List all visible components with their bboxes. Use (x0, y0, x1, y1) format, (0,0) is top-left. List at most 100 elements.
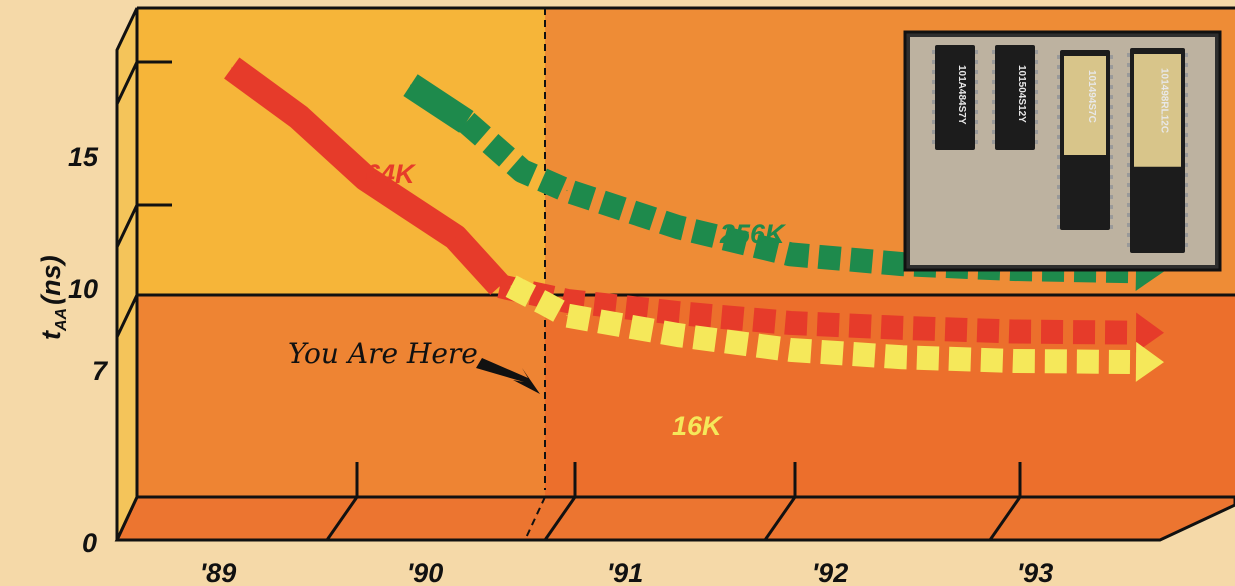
chip-pin (1057, 185, 1060, 189)
chip-label: 101498RL12C (1159, 68, 1170, 133)
chip-pin (932, 120, 935, 124)
chip-pin (1057, 195, 1060, 199)
chip-pin (975, 50, 978, 54)
chip-pin (932, 130, 935, 134)
chip-pin (1035, 60, 1038, 64)
series-point-16k (544, 302, 546, 304)
you-are-here-annotation: You Are Here (288, 337, 478, 370)
chip-gold-lid (1064, 56, 1106, 155)
chip-label: 101494S7C (1086, 70, 1097, 123)
series-point-16k (789, 349, 791, 351)
series-point-64k (901, 327, 903, 329)
chart-floor (114, 495, 1235, 542)
chip-pin (975, 140, 978, 144)
chip-pin (1127, 103, 1130, 107)
y-axis-label-subscript: AA (53, 308, 70, 332)
x-tick-label-93: '93 (1017, 558, 1053, 586)
series-point-64k (298, 116, 300, 118)
chip-pin (932, 90, 935, 94)
chip-pin (992, 100, 995, 104)
chip-pin (1035, 80, 1038, 84)
chip-pin (932, 100, 935, 104)
chip-pin (1110, 55, 1113, 59)
y-tick-bracket (115, 60, 172, 105)
chip-pin (932, 50, 935, 54)
chip-pin (1127, 213, 1130, 217)
chip-pin (992, 90, 995, 94)
you-are-here-floor-divider (524, 496, 546, 541)
chip-pin (975, 110, 978, 114)
y-tick-bracket (115, 293, 172, 338)
chip-pin (992, 50, 995, 54)
chip-pin (1185, 73, 1188, 77)
chip-pin (1127, 93, 1130, 97)
floor-partition-depth (763, 496, 797, 541)
chip-pin (1127, 243, 1130, 247)
chip-pin (1110, 205, 1113, 209)
series-point-64k (1013, 331, 1015, 333)
chip-pin (1110, 175, 1113, 179)
chip-pin (992, 110, 995, 114)
chip-pin (1057, 115, 1060, 119)
chip-pin (1035, 130, 1038, 134)
series-point-64k (454, 236, 456, 238)
chip-pin (1035, 50, 1038, 54)
x-tick-label-90: '90 (407, 558, 443, 586)
floor-partition-depth (325, 496, 359, 541)
chip-pin (1127, 233, 1130, 237)
series-point-256k (410, 84, 412, 86)
chip-pin (1185, 113, 1188, 117)
chip-pin (1127, 183, 1130, 187)
chip-pin (992, 60, 995, 64)
series-point-64k (789, 322, 791, 324)
series-point-16k (566, 315, 568, 317)
chip-pin (932, 140, 935, 144)
chip-pin (932, 70, 935, 74)
chip-pin (1185, 173, 1188, 177)
chip-pin (1057, 135, 1060, 139)
chip-pin (975, 70, 978, 74)
chip-pin (1110, 195, 1113, 199)
chip-gold-lid (1134, 54, 1181, 167)
chip-pin (1110, 125, 1113, 129)
series-point-256k (678, 226, 680, 228)
y-tick-label-0: 0 (82, 528, 97, 558)
chip-pin (1057, 165, 1060, 169)
chip-pin (1185, 63, 1188, 67)
chip-pin (1110, 225, 1113, 229)
chip-pin (1185, 53, 1188, 57)
chip-pin (1057, 75, 1060, 79)
chip-pin (1057, 205, 1060, 209)
series-arrowhead-64k (1135, 312, 1164, 353)
series-arrowhead-16k (1135, 341, 1164, 382)
series-point-64k (231, 67, 233, 69)
chip-pin (992, 80, 995, 84)
chip-pin (1127, 143, 1130, 147)
chip-pin (1185, 93, 1188, 97)
series-point-64k (365, 177, 367, 179)
series-point-64k (566, 300, 568, 302)
chip-pin (1035, 110, 1038, 114)
series-point-256k (465, 121, 467, 123)
y-axis-label-main: t (36, 330, 66, 340)
floor-partition-depth (543, 496, 577, 541)
chip-pin (1057, 85, 1060, 89)
chip-pin (932, 60, 935, 64)
series-label-256k: 256K (719, 219, 787, 249)
series-point-16k (1013, 360, 1015, 362)
chip-pin (975, 120, 978, 124)
chip-pin (1057, 225, 1060, 229)
chip-pin (1127, 153, 1130, 157)
chip-pin (1110, 165, 1113, 169)
chip-pin (992, 70, 995, 74)
chip-pin (1110, 215, 1113, 219)
chip-pin (975, 90, 978, 94)
y-axis-label-text: tAA (ns) (36, 255, 70, 340)
chip-pin (1035, 140, 1038, 144)
chip-pin (1185, 123, 1188, 127)
series-line-256k (403, 74, 474, 133)
chip-pin (1185, 243, 1188, 247)
chip-pin (975, 100, 978, 104)
chip-body (935, 45, 975, 150)
